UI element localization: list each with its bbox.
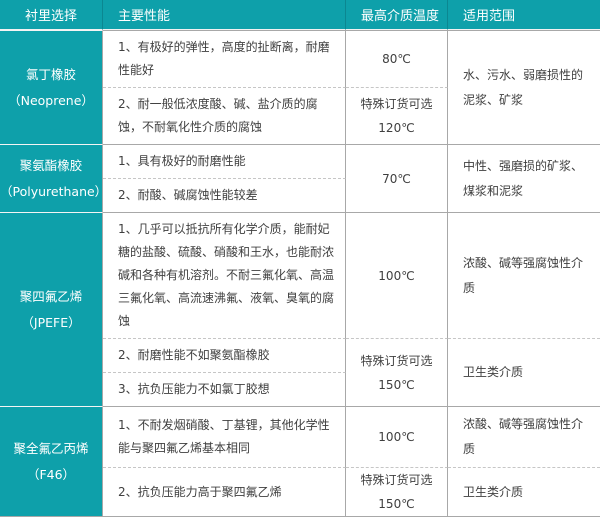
table-header-row: 衬里选择 主要性能 最高介质温度 适用范围 [0, 0, 600, 30]
col-header-max-temperature: 最高介质温度 [346, 0, 448, 30]
range-cell: 浓酸、碱等强腐蚀性介质 [448, 406, 600, 467]
col-header-lining: 衬里选择 [0, 0, 103, 30]
material-name: 氯丁橡胶 [25, 66, 76, 82]
temperature-cell: 100℃ [346, 406, 448, 467]
material-cell-f46: 聚全氟乙丙烯 （F46） [0, 406, 103, 516]
temperature-value: 150℃ [378, 377, 415, 392]
material-code: （F46） [26, 466, 76, 482]
table-row: 2、耐一般低浓度酸、碱、盐介质的腐蚀，不耐氧化性介质的腐蚀 特殊订货可选 120… [0, 87, 600, 144]
performance-cell: 2、抗负压能力高于聚四氟乙烯 [103, 467, 346, 516]
temperature-value: 70℃ [382, 171, 411, 186]
temperature-value: 120℃ [378, 121, 415, 135]
temperature-cell: 80℃ [346, 30, 448, 87]
table-row: 聚四氟乙烯 （JPEFE） 1、几乎可以抵抗所有化学介质，能耐妃糖的盐酸、硫酸、… [0, 212, 600, 406]
temperature-note: 特殊订货可选 [360, 473, 433, 487]
material-name: 聚氨酯橡胶 [19, 157, 83, 173]
range-cell: 卫生类介质 [448, 467, 600, 516]
range-cell: 水、污水、弱磨损性的泥浆、矿浆 [448, 30, 600, 144]
col-header-performance: 主要性能 [103, 0, 346, 30]
table-row: 聚氨酯橡胶 （Polyurethane） 1、具有极好的耐磨性能 70℃ 中性、… [0, 144, 600, 212]
material-code: （Neoprene） [8, 92, 94, 108]
material-name: 聚四氟乙烯 [19, 288, 83, 304]
table-row: 聚全氟乙丙烯 （F46） 1、不耐发烟硝酸、丁基锂，其他化学性能与聚四氟乙烯基本… [0, 406, 600, 516]
temperature-value: 100℃ [378, 268, 415, 283]
col-header-applicable-range: 适用范围 [448, 0, 600, 30]
table-row: 3、抗负压能力不如氯丁胶想 [0, 372, 600, 406]
temperature-value: 150℃ [378, 497, 415, 511]
performance-cell: 2、耐酸、碱腐蚀性能较差 [103, 178, 346, 212]
table-row: 氯丁橡胶 （Neoprene） 1、有极好的弹性，高度的扯断离，耐磨性能好 80… [0, 30, 600, 144]
temperature-value: 100℃ [378, 430, 415, 444]
temperature-cell: 70℃ [346, 144, 448, 212]
temperature-note: 特殊订货可选 [360, 97, 433, 111]
temperature-cell: 特殊订货可选 150℃ [346, 338, 448, 406]
material-cell-jpefe: 聚四氟乙烯 （JPEFE） [0, 212, 103, 406]
performance-cell: 1、有极好的弹性，高度的扯断离，耐磨性能好 [103, 30, 346, 87]
range-cell: 浓酸、碱等强腐蚀性介质 [448, 212, 600, 338]
material-code: （JPEFE） [21, 314, 81, 330]
temperature-value: 80℃ [382, 52, 411, 66]
material-cell-neoprene: 氯丁橡胶 （Neoprene） [0, 30, 103, 144]
table-row: 2、耐酸、碱腐蚀性能较差 [0, 178, 600, 212]
performance-cell: 2、耐一般低浓度酸、碱、盐介质的腐蚀，不耐氧化性介质的腐蚀 [103, 87, 346, 144]
performance-cell: 1、不耐发烟硝酸、丁基锂，其他化学性能与聚四氟乙烯基本相同 [103, 406, 346, 467]
performance-cell: 3、抗负压能力不如氯丁胶想 [103, 372, 346, 406]
range-cell: 中性、强磨损的矿浆、煤浆和泥浆 [448, 144, 600, 212]
performance-cell: 1、具有极好的耐磨性能 [103, 144, 346, 178]
temperature-cell: 100℃ [346, 212, 448, 338]
range-cell: 卫生类介质 [448, 338, 600, 406]
performance-cell: 2、耐磨性能不如聚氨酯橡胶 [103, 338, 346, 372]
material-name: 聚全氟乙丙烯 [13, 440, 89, 456]
temperature-cell: 特殊订货可选 150℃ [346, 467, 448, 516]
table-row: 2、耐磨性能不如聚氨酯橡胶 特殊订货可选 150℃ 卫生类介质 [0, 338, 600, 406]
temperature-cell: 特殊订货可选 120℃ [346, 87, 448, 144]
material-code: （Polyurethane） [0, 183, 108, 199]
material-cell-polyurethane: 聚氨酯橡胶 （Polyurethane） [0, 144, 108, 212]
temperature-note: 特殊订货可选 [360, 353, 433, 368]
performance-cell: 1、几乎可以抵抗所有化学介质，能耐妃糖的盐酸、硫酸、硝酸和王水，也能耐浓碱和各种… [103, 212, 346, 338]
